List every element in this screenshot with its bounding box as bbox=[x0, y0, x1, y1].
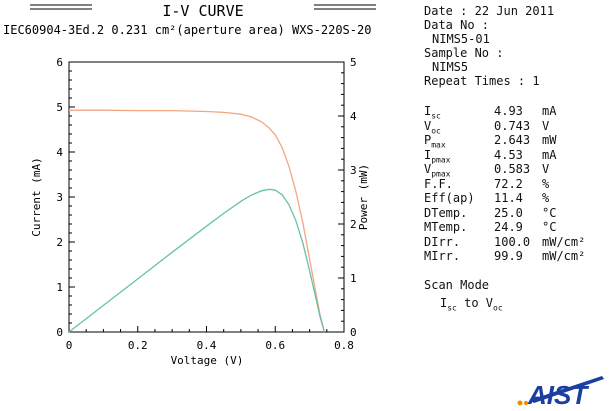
logo-swoosh bbox=[530, 376, 604, 403]
parameter-value: 72.2 bbox=[494, 176, 523, 191]
sample-no-label: Sample No : bbox=[424, 46, 504, 60]
aist-logo: AIST bbox=[517, 376, 604, 410]
y-tick-label: 4 bbox=[56, 146, 63, 159]
parameter-label: Isc bbox=[424, 104, 441, 121]
plot-frame bbox=[68, 61, 345, 333]
parameter-unit: mW bbox=[542, 133, 557, 147]
x-tick-label: 0.2 bbox=[128, 339, 148, 352]
parameter-unit: mW/cm² bbox=[542, 234, 586, 249]
parameter-value: 99.9 bbox=[494, 249, 523, 263]
parameter-label: MIrr. bbox=[424, 249, 461, 263]
x-tick-label: 0.4 bbox=[197, 339, 217, 352]
parameter-label: DIrr. bbox=[424, 234, 461, 249]
sample-no-value: NIMS5 bbox=[432, 60, 469, 74]
parameter-value: 0.583 bbox=[494, 162, 531, 176]
y2-tick-label: 5 bbox=[350, 56, 357, 69]
power-series-line bbox=[68, 188, 326, 333]
parameter-value: 11.4 bbox=[494, 191, 523, 205]
scan-to-main: V bbox=[485, 296, 494, 310]
y-tick-label: 0 bbox=[56, 326, 63, 339]
y2-tick-label: 3 bbox=[350, 164, 357, 177]
x-axis-label: Voltage (V) bbox=[171, 354, 244, 367]
parameter-value: 100.0 bbox=[494, 234, 531, 249]
parameter-label: Pmax bbox=[424, 133, 446, 150]
title-decoration bbox=[30, 4, 376, 10]
scan-mode-title: Scan Mode bbox=[424, 278, 490, 292]
x-tick-label: 0.6 bbox=[265, 339, 285, 352]
chart-title: I-V CURVE bbox=[162, 2, 243, 20]
scan-from-main: I bbox=[440, 296, 448, 310]
y2-tick-label: 2 bbox=[350, 218, 357, 231]
repeat-value: 1 bbox=[532, 74, 540, 88]
parameter-unit: V bbox=[542, 118, 550, 133]
scan-to-sub: oc bbox=[493, 303, 503, 313]
date-label: Date : bbox=[424, 4, 468, 18]
data-no-value: NIMS5-01 bbox=[432, 32, 490, 46]
parameter-unit: mA bbox=[542, 147, 557, 162]
parameter-unit: mW/cm² bbox=[542, 249, 586, 263]
y2-tick-label: 1 bbox=[350, 272, 357, 285]
y-tick-label: 5 bbox=[56, 101, 63, 114]
parameter-value: 4.53 bbox=[494, 147, 523, 162]
parameter-value: 0.743 bbox=[494, 118, 531, 133]
y-tick-label: 1 bbox=[56, 281, 63, 294]
date-line: Date : 22 Jun 2011 bbox=[424, 4, 554, 18]
logo-dots bbox=[517, 400, 528, 406]
parameter-label: F.F. bbox=[424, 176, 453, 191]
y-axis-label: Current (mA) bbox=[30, 157, 43, 236]
parameter-unit: °C bbox=[542, 220, 557, 234]
parameter-label: DTemp. bbox=[424, 205, 468, 220]
parameter-label: Eff(ap) bbox=[424, 191, 475, 205]
x-tick-label: 0.8 bbox=[334, 339, 354, 352]
parameter-unit: % bbox=[542, 191, 550, 205]
y-tick-label: 6 bbox=[56, 56, 63, 69]
parameter-label: MTemp. bbox=[424, 220, 468, 234]
current-series-line bbox=[69, 109, 326, 333]
y2-tick-label: 4 bbox=[350, 110, 357, 123]
parameter-value: 24.9 bbox=[494, 220, 523, 234]
logo-text: AIST bbox=[527, 380, 589, 410]
y-tick-label: 3 bbox=[56, 191, 63, 204]
y2-axis-label: Power (mW) bbox=[357, 164, 370, 230]
x-tick-label: 0 bbox=[66, 339, 73, 352]
axis-ticks bbox=[68, 61, 345, 333]
repeat-line: Repeat Times : 1 bbox=[424, 74, 540, 88]
parameter-value: 2.643 bbox=[494, 133, 531, 147]
repeat-label: Repeat Times : bbox=[424, 74, 526, 88]
data-no-label: Data No : bbox=[424, 18, 490, 32]
parameter-value: 4.93 bbox=[494, 104, 523, 118]
parameter-value: 25.0 bbox=[494, 205, 523, 220]
parameter-label: Vpmax bbox=[424, 162, 451, 179]
scan-mode-value: Isc to Voc bbox=[440, 296, 503, 312]
parameter-label: Voc bbox=[424, 118, 441, 135]
scan-to-word: to bbox=[464, 296, 479, 310]
parameter-label: Ipmax bbox=[424, 147, 451, 164]
parameter-unit: mA bbox=[542, 104, 557, 118]
parameter-unit: V bbox=[542, 162, 550, 176]
chart-subtitle: IEC60904-3Ed.2 0.231 cm²(aperture area) … bbox=[3, 23, 371, 37]
parameter-unit: % bbox=[542, 176, 550, 191]
y2-tick-label: 0 bbox=[350, 326, 357, 339]
y-tick-label: 2 bbox=[56, 236, 63, 249]
scan-from-sub: sc bbox=[447, 303, 457, 313]
date-value: 22 Jun 2011 bbox=[474, 4, 555, 18]
parameter-unit: °C bbox=[542, 205, 557, 220]
